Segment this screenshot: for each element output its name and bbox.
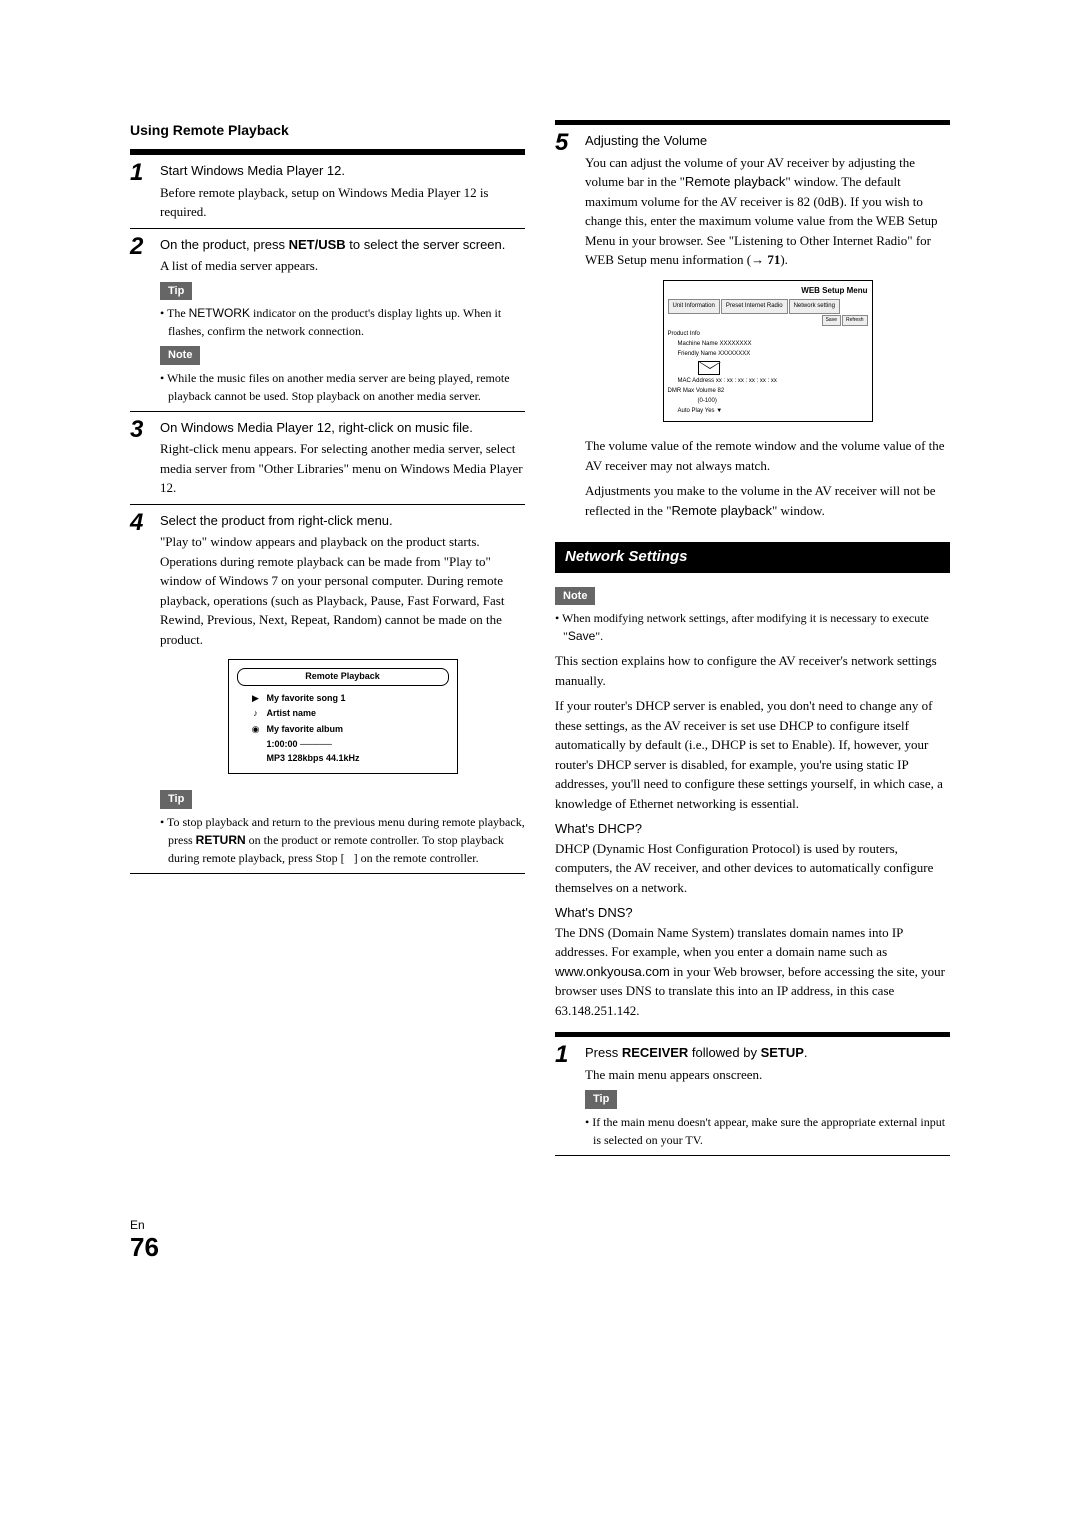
step-4: 4 Select the product from right-click me… — [130, 504, 525, 873]
step-number: 5 — [555, 131, 585, 520]
time: 1:00:00 ───── — [267, 738, 449, 752]
volume-note-2: Adjustments you make to the volume in th… — [585, 481, 950, 520]
step-title: Select the product from right-click menu… — [160, 511, 525, 531]
web-line: MAC Address xx : xx : xx : xx : xx : xx — [678, 377, 868, 386]
web-tabs: Unit Information Preset Internet Radio N… — [668, 299, 868, 314]
step-title: On Windows Media Player 12, right-click … — [160, 418, 525, 438]
web-setup-figure: WEB Setup Menu Unit Information Preset I… — [663, 280, 873, 423]
tip-label: Tip — [585, 1090, 617, 1109]
page-number: 76 — [130, 1234, 950, 1260]
step-body: A list of media server appears. — [160, 256, 525, 276]
web-tab: Unit Information — [668, 299, 720, 314]
page-lang: En — [130, 1216, 950, 1234]
receiver-setup-steps: 1 Press RECEIVER followed by SETUP. The … — [555, 1032, 950, 1156]
using-remote-playback-heading: Using Remote Playback — [130, 120, 525, 141]
step-5: 5 Adjusting the Volume You can adjust th… — [555, 125, 950, 526]
receiver-step-1: 1 Press RECEIVER followed by SETUP. The … — [555, 1037, 950, 1155]
step-number: 2 — [130, 235, 160, 405]
remote-playback-header: Remote Playback — [237, 668, 449, 686]
web-subtab: Refresh — [842, 315, 868, 327]
play-icon: ▶ — [251, 692, 261, 706]
step-number: 1 — [130, 161, 160, 222]
web-section: Product Info — [668, 330, 868, 339]
step-title: Adjusting the Volume — [585, 131, 950, 151]
step-number: 3 — [130, 418, 160, 498]
dns-body: The DNS (Domain Name System) translates … — [555, 923, 950, 1021]
step-2: 2 On the product, press NET/USB to selec… — [130, 228, 525, 411]
step-body: Right-click menu appears. For selecting … — [160, 439, 525, 498]
web-line: Friendly Name XXXXXXXX — [678, 350, 868, 359]
step-title: Start Windows Media Player 12. — [160, 161, 525, 181]
step-body: You can adjust the volume of your AV rec… — [585, 153, 950, 270]
note-label: Note — [555, 587, 595, 606]
web-subtab: Save — [822, 315, 841, 327]
remote-playback-song-row: ▶ My favorite song 1 — [251, 692, 449, 706]
remote-playback-artist-row: ♪ Artist name — [251, 707, 449, 721]
network-p1: This section explains how to configure t… — [555, 651, 950, 690]
step-body: The main menu appears onscreen. — [585, 1065, 950, 1085]
left-steps: 1 Start Windows Media Player 12. Before … — [130, 150, 525, 874]
step-title: On the product, press NET/USB to select … — [160, 235, 525, 255]
page-footer: En 76 — [130, 1216, 950, 1260]
web-setup-title: WEB Setup Menu — [668, 285, 868, 297]
web-line: Machine Name XXXXXXXX — [678, 340, 868, 349]
artist-name: Artist name — [267, 707, 317, 721]
album-name: My favorite album — [267, 723, 344, 737]
web-line: (0-100) — [698, 397, 868, 406]
step-1: 1 Start Windows Media Player 12. Before … — [130, 155, 525, 228]
artist-icon: ♪ — [251, 707, 261, 721]
tip-text: • To stop playback and return to the pre… — [160, 813, 525, 867]
codec: MP3 128kbps 44.1kHz — [267, 752, 449, 766]
volume-note-1: The volume value of the remote window an… — [585, 436, 950, 475]
song-name: My favorite song 1 — [267, 692, 346, 706]
remote-playback-figure: Remote Playback ▶ My favorite song 1 ♪ A… — [228, 659, 458, 774]
web-line: DMR Max Volume 82 — [668, 387, 868, 396]
tip-text: • The NETWORK indicator on the product's… — [160, 304, 525, 340]
note-text: • While the music files on another media… — [160, 369, 525, 405]
tip-label: Tip — [160, 790, 192, 809]
web-tab: Preset Internet Radio — [721, 299, 788, 314]
web-line: Auto Play Yes ▼ — [678, 407, 868, 416]
step-body: Before remote playback, setup on Windows… — [160, 183, 525, 222]
right-step-5-group: 5 Adjusting the Volume You can adjust th… — [555, 120, 950, 526]
album-icon: ◉ — [251, 723, 261, 737]
dns-heading: What's DNS? — [555, 903, 950, 923]
envelope-icon — [698, 361, 720, 375]
step-number: 1 — [555, 1043, 585, 1149]
step-number: 4 — [130, 511, 160, 867]
tip-text: • If the main menu doesn't appear, make … — [585, 1113, 950, 1149]
dhcp-body: DHCP (Dynamic Host Configuration Protoco… — [555, 839, 950, 898]
step-body: "Play to" window appears and playback on… — [160, 532, 525, 649]
note-label: Note — [160, 346, 200, 365]
network-settings-heading: Network Settings — [555, 542, 950, 573]
tip-label: Tip — [160, 282, 192, 301]
web-tab: Network setting — [789, 299, 840, 314]
network-p2: If your router's DHCP server is enabled,… — [555, 696, 950, 813]
step-title: Press RECEIVER followed by SETUP. — [585, 1043, 950, 1063]
note-text: • When modifying network settings, after… — [555, 609, 950, 645]
dhcp-heading: What's DHCP? — [555, 819, 950, 839]
web-subtabs: Save Refresh — [668, 315, 868, 327]
step-3: 3 On Windows Media Player 12, right-clic… — [130, 411, 525, 504]
remote-playback-album-row: ◉ My favorite album — [251, 723, 449, 737]
